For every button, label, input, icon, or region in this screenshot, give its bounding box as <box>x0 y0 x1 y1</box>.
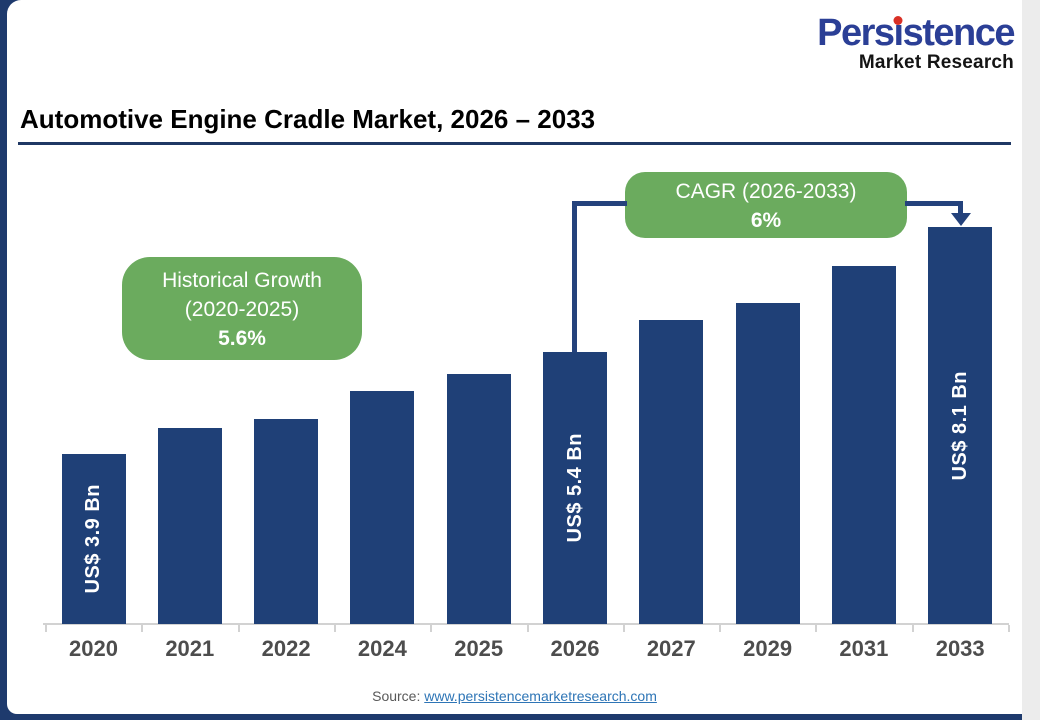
brand-dotless-i: ı <box>893 12 905 54</box>
axis-tick <box>430 625 433 632</box>
brand-logo: Persı stence Market Research <box>817 12 1016 74</box>
cagr-connector-right-vertical <box>958 201 963 215</box>
x-axis-label-2020: 2020 <box>69 636 118 661</box>
axis-tick <box>911 625 914 632</box>
brand-name: Persı stence <box>817 12 1016 54</box>
bar-2027 <box>639 320 704 624</box>
bar-2026: US$ 5.4 Bn <box>543 352 607 624</box>
x-axis-label-2021: 2021 <box>165 636 215 661</box>
brand-letter-i: ı <box>893 12 905 54</box>
cagr-connector-left-vertical <box>572 201 577 353</box>
x-axis-label-2029: 2029 <box>743 636 793 661</box>
axis-tick <box>237 625 240 632</box>
historical-growth-period: (2020-2025) <box>184 298 300 321</box>
historical-growth-callout: Historical Growth (2020-2025) 5.6% <box>122 257 362 360</box>
x-axis-label-2024: 2024 <box>357 636 407 661</box>
cagr-arrow-down-icon <box>951 213 971 226</box>
bar-2025 <box>446 374 511 624</box>
axis-tick <box>333 625 336 632</box>
brand-text-pre: Pers <box>817 12 895 54</box>
x-axis-label-2026: 2026 <box>550 636 600 661</box>
source-link[interactable]: www.persistencemarketresearch.com <box>424 688 657 704</box>
axis-tick <box>1008 625 1010 632</box>
axis-tick <box>45 625 47 632</box>
historical-growth-label: Historical Growth <box>162 269 322 292</box>
x-axis-line <box>43 623 1009 625</box>
cagr-connector-left-horizontal <box>572 201 627 206</box>
bar-2021 <box>157 428 222 624</box>
source-label: Source: <box>372 688 421 704</box>
axis-tick <box>141 625 144 632</box>
axis-tick <box>719 625 722 632</box>
source-line: Source: www.persistencemarketresearch.co… <box>7 688 1022 704</box>
bar-2033: US$ 8.1 Bn <box>928 227 993 624</box>
chart-title: Automotive Engine Cradle Market, 2026 – … <box>20 104 596 134</box>
cagr-connector-right-horizontal <box>905 201 963 206</box>
bar-value-label: US$ 8.1 Bn <box>948 370 971 481</box>
axis-tick <box>622 625 625 632</box>
cagr-label: CAGR (2026-2033) <box>675 180 857 203</box>
bar-2022 <box>254 419 319 624</box>
bar-2029 <box>735 303 800 624</box>
x-axis-label-2025: 2025 <box>454 636 504 661</box>
cagr-value: 6% <box>750 209 782 232</box>
axis-tick <box>526 625 529 632</box>
title-underline <box>18 142 1011 145</box>
x-axis-label-2031: 2031 <box>839 636 889 661</box>
report-card: Persı stence Market Research Automotive E… <box>7 0 1022 714</box>
cagr-callout: CAGR (2026-2033) 6% <box>625 172 907 238</box>
brand-text-post: stence <box>902 12 1016 54</box>
brand-tagline: Market Research <box>858 51 1014 73</box>
axis-tick <box>815 625 818 632</box>
bar-chart: US$ 3.9 Bn 2020 2021 2022 2024 2025 US$ 5.4 Bn… <box>43 160 1010 661</box>
page-right-border <box>1022 0 1040 720</box>
x-axis-label-2033: 2033 <box>935 636 985 661</box>
bar-value-label: US$ 5.4 Bn <box>563 433 586 543</box>
bar-2020: US$ 3.9 Bn <box>61 454 126 624</box>
x-axis-label-2027: 2027 <box>646 636 696 661</box>
bar-2024 <box>350 391 415 624</box>
x-axis-label-2022: 2022 <box>261 636 311 661</box>
historical-growth-value: 5.6% <box>218 327 266 350</box>
bar-value-label: US$ 3.9 Bn <box>82 484 104 594</box>
bar-2031 <box>831 266 896 624</box>
logo-dot-icon <box>893 16 903 25</box>
